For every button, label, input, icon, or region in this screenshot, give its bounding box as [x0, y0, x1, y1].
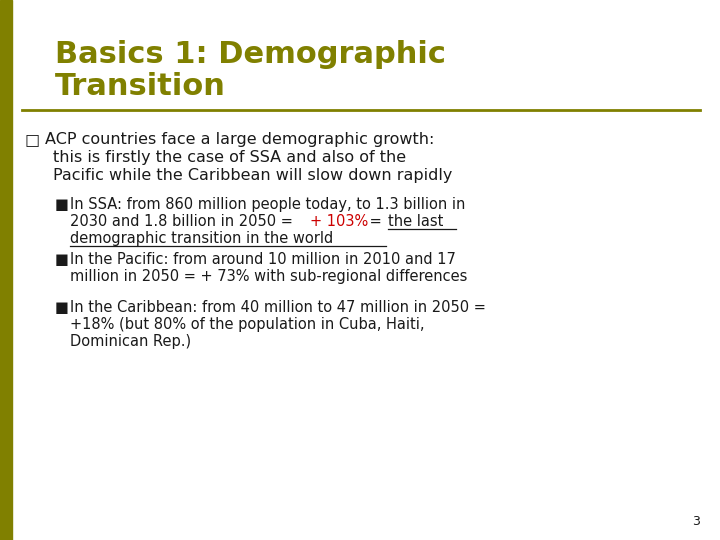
- Text: Transition: Transition: [55, 72, 226, 101]
- Bar: [0, 0, 12, 540]
- Text: ■: ■: [55, 300, 69, 315]
- Text: demographic transition in the world: demographic transition in the world: [70, 231, 333, 246]
- Text: In the Caribbean: from 40 million to 47 million in 2050 =: In the Caribbean: from 40 million to 47 …: [70, 300, 486, 315]
- Text: =: =: [365, 214, 387, 229]
- Text: □: □: [25, 132, 40, 147]
- Text: the last: the last: [388, 214, 444, 229]
- Text: In the Pacific: from around 10 million in 2010 and 17: In the Pacific: from around 10 million i…: [70, 252, 456, 267]
- Text: million in 2050 = + 73% with sub-regional differences: million in 2050 = + 73% with sub-regiona…: [70, 269, 467, 284]
- Text: ■: ■: [55, 197, 69, 212]
- Text: ACP countries face a large demographic growth:: ACP countries face a large demographic g…: [45, 132, 434, 147]
- Text: this is firstly the case of SSA and also of the: this is firstly the case of SSA and also…: [53, 150, 406, 165]
- Text: 3: 3: [692, 515, 700, 528]
- Text: 2030 and 1.8 billion in 2050 =: 2030 and 1.8 billion in 2050 =: [70, 214, 297, 229]
- Text: + 103%: + 103%: [310, 214, 368, 229]
- Text: Pacific while the Caribbean will slow down rapidly: Pacific while the Caribbean will slow do…: [53, 168, 452, 183]
- Text: ■: ■: [55, 252, 69, 267]
- Text: In SSA: from 860 million people today, to 1.3 billion in: In SSA: from 860 million people today, t…: [70, 197, 465, 212]
- Text: Dominican Rep.): Dominican Rep.): [70, 334, 191, 349]
- Text: +18% (but 80% of the population in Cuba, Haiti,: +18% (but 80% of the population in Cuba,…: [70, 317, 425, 332]
- Text: Basics 1: Demographic: Basics 1: Demographic: [55, 40, 446, 69]
